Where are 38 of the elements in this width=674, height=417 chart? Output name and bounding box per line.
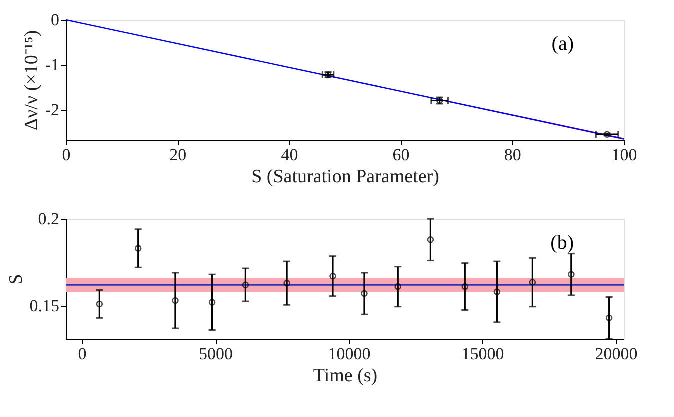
point: [604, 131, 611, 138]
point: [208, 299, 216, 306]
x-tick-label: 100: [612, 146, 638, 164]
y-tick-label: 0: [51, 10, 60, 30]
point: [361, 290, 368, 298]
x-tick-label: 15000: [462, 344, 504, 364]
y-tick-label: -1: [45, 56, 60, 75]
y-tick-label: 0.2: [38, 210, 60, 228]
annotation: (b): [550, 232, 574, 254]
x-axis-title: S (Saturation Parameter): [252, 166, 440, 188]
y-tick-label: -2: [45, 100, 60, 120]
x-tick-label: 0: [62, 146, 71, 164]
x-tick-label: 20: [170, 146, 187, 164]
point: [284, 280, 290, 287]
point: [242, 282, 250, 288]
point: [330, 273, 336, 280]
point: [529, 279, 536, 286]
point: [394, 283, 402, 290]
point: [494, 288, 501, 296]
x-tick-label: 80: [504, 146, 522, 164]
annotation: (a): [552, 33, 574, 55]
x-tick-label: 20000: [595, 344, 638, 364]
x-axis-title: Time (s): [313, 366, 378, 386]
x-tick-label: 10000: [328, 344, 371, 364]
x-tick-label: 0: [78, 344, 87, 364]
point: [462, 283, 469, 290]
point: [568, 271, 575, 278]
x-tick-label: 60: [392, 146, 410, 164]
point: [96, 300, 104, 308]
point: [427, 236, 434, 244]
y-axis-title: S: [6, 274, 27, 285]
x-tick-label: 5000: [199, 344, 234, 364]
y-tick-label: 0.15: [30, 296, 60, 316]
point: [134, 245, 142, 252]
y-axis-title: Δν/ν (×10⁻¹⁵): [21, 30, 42, 131]
x-tick-label: 40: [281, 146, 298, 164]
point: [606, 314, 613, 322]
point: [172, 297, 179, 304]
